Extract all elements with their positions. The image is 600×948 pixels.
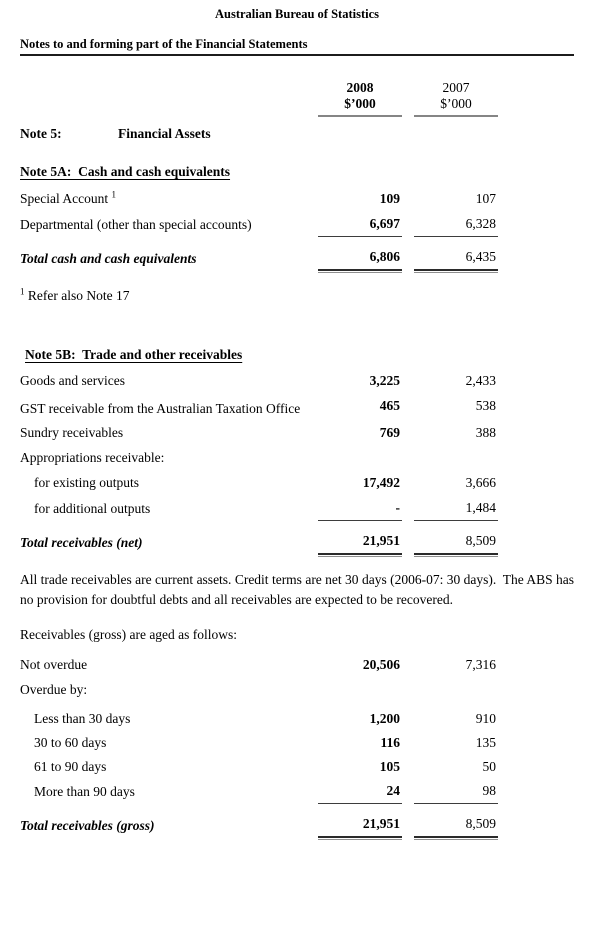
total-row: Total receivables (gross) 21,951 8,509 — [20, 811, 498, 840]
table-row: Sundry receivables 769 388 — [20, 420, 498, 445]
value-2008: 116 — [380, 735, 400, 750]
total-row: Total receivables (net) 21,951 8,509 — [20, 528, 498, 557]
note5a-table: Special Account 1 109 107 Departmental (… — [20, 186, 498, 273]
table-row: Special Account 1 109 107 — [20, 186, 498, 211]
unit-header-row: $’000 $’000 — [20, 96, 498, 117]
note5b-heading: Note 5B: Trade and other receivables — [25, 347, 243, 362]
footnote-ref: 1 — [111, 189, 116, 200]
note5-label: Note 5: — [20, 126, 62, 141]
total-label: Total cash and cash equivalents — [20, 251, 197, 266]
value-2008: 109 — [379, 191, 400, 206]
row-label: GST receivable from the Australian Taxat… — [20, 401, 301, 416]
document-heading: Notes to and forming part of the Financi… — [20, 37, 574, 56]
value-2007: 7,316 — [465, 657, 496, 672]
row-label: Appropriations receivable: — [20, 450, 165, 465]
aging-table: Not overdue 20,506 7,316 Overdue by: Les… — [20, 652, 498, 840]
value-2007: 135 — [475, 735, 496, 750]
col-header-2008-year: 2008 — [346, 80, 374, 95]
row-label: Overdue by: — [20, 682, 88, 697]
table-row: 61 to 90 days 105 50 — [20, 755, 498, 779]
row-label: More than 90 days — [34, 784, 135, 799]
row-label: Departmental (other than special account… — [20, 217, 252, 232]
value-2008: 21,951 — [318, 811, 402, 840]
value-2007: 50 — [482, 759, 497, 774]
value-2007: 6,435 — [414, 244, 498, 273]
table-row: for additional outputs - 1,484 — [20, 495, 498, 521]
note5-title: Financial Assets — [118, 126, 211, 141]
value-2008: 465 — [379, 398, 400, 413]
value-2007: 538 — [475, 398, 496, 413]
value-2008: 769 — [379, 425, 400, 440]
value-2007: 8,509 — [414, 811, 498, 840]
total-row: Total cash and cash equivalents 6,806 6,… — [20, 244, 498, 273]
table-column-headers: 2008 2007 $’000 $’000 — [20, 80, 498, 117]
value-2008: 1,200 — [369, 711, 400, 726]
value-2008: 6,697 — [318, 211, 402, 237]
table-row: Less than 30 days 1,200 910 — [20, 707, 498, 731]
footnote: 1 Refer also Note 17 — [20, 287, 574, 305]
value-2007: 388 — [475, 425, 496, 440]
org-title: Australian Bureau of Statistics — [214, 7, 379, 21]
row-label: Not overdue — [20, 657, 88, 672]
note5a-heading: Note 5A: Cash and cash equivalents — [20, 164, 231, 179]
table-row: GST receivable from the Australian Taxat… — [20, 393, 498, 420]
value-2008: 105 — [379, 759, 400, 774]
col-header-2008-unit: $’000 — [318, 96, 402, 117]
value-2008: 20,506 — [362, 657, 400, 672]
receivables-note-paragraph: All trade receivables are current assets… — [20, 572, 578, 607]
col-header-2007-unit: $’000 — [414, 96, 498, 117]
table-row: 30 to 60 days 116 135 — [20, 731, 498, 755]
value-2007: 6,328 — [414, 211, 498, 237]
row-label: for additional outputs — [34, 501, 151, 516]
table-row: More than 90 days 24 98 — [20, 779, 498, 804]
row-label: Less than 30 days — [34, 711, 131, 726]
row-label: Sundry receivables — [20, 425, 124, 440]
table-row: Appropriations receivable: — [20, 445, 498, 470]
value-2007: 1,484 — [414, 495, 498, 521]
value-2007: 3,666 — [465, 475, 496, 490]
row-label: Goods and services — [20, 373, 125, 388]
table-row: for existing outputs 17,492 3,666 — [20, 470, 498, 495]
value-2007: 8,509 — [414, 528, 498, 557]
row-label: Special Account 1 — [20, 189, 116, 206]
col-header-2007-year: 2007 — [442, 80, 470, 95]
total-label: Total receivables (gross) — [20, 818, 155, 833]
table-row: Not overdue 20,506 7,316 — [20, 652, 498, 677]
note5-heading: Note 5: Financial Assets — [20, 126, 574, 142]
year-header-row: 2008 2007 — [20, 80, 498, 96]
value-2008: 24 — [318, 779, 402, 804]
table-row: Goods and services 3,225 2,433 — [20, 368, 498, 393]
total-label: Total receivables (net) — [20, 535, 143, 550]
value-2007: 107 — [475, 191, 496, 206]
value-2008: - — [318, 495, 402, 521]
row-label: for existing outputs — [34, 475, 139, 490]
value-2007: 2,433 — [465, 373, 496, 388]
footnote-text: Refer also Note 17 — [27, 288, 130, 303]
value-2007: 910 — [475, 711, 496, 726]
row-label: 30 to 60 days — [34, 735, 107, 750]
aging-intro: Receivables (gross) are aged as follows: — [20, 627, 238, 642]
table-row: Departmental (other than special account… — [20, 211, 498, 237]
value-2008: 21,951 — [318, 528, 402, 557]
value-2008: 3,225 — [369, 373, 400, 388]
note5b-table: Goods and services 3,225 2,433 GST recei… — [20, 368, 498, 557]
footnote-marker: 1 — [20, 286, 25, 297]
row-label: 61 to 90 days — [34, 759, 107, 774]
value-2007: 98 — [414, 779, 498, 804]
value-2008: 6,806 — [318, 244, 402, 273]
table-row: Overdue by: — [20, 677, 498, 702]
value-2008: 17,492 — [362, 475, 400, 490]
